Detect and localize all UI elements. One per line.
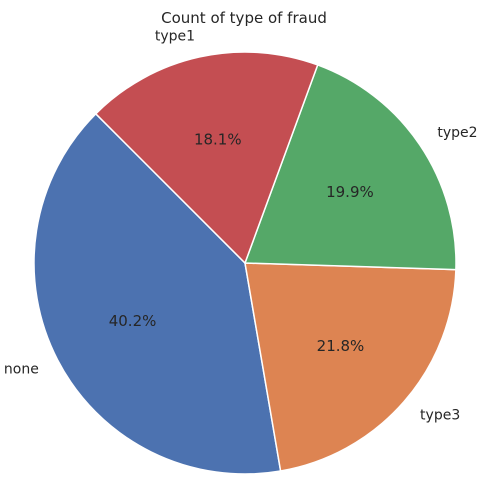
pie-slices [33, 51, 457, 475]
category-label-type2: type2 [437, 125, 477, 141]
pie-slice-type3 [244, 262, 457, 472]
percent-labels: 40.2% 21.8% 19.9% 18.1% [109, 130, 374, 355]
percent-label-type2: 19.9% [326, 183, 374, 201]
pie-slice-none [33, 113, 282, 475]
category-label-type1: type1 [155, 28, 195, 44]
pie-slice-type1 [95, 51, 319, 264]
chart-title: Count of type of fraud [161, 9, 327, 27]
percent-label-type3: 21.8% [317, 337, 365, 355]
pie-slice-type2 [244, 64, 457, 271]
category-labels: none type3 type2 type1 [4, 28, 478, 423]
category-label-none: none [4, 362, 39, 378]
percent-label-type1: 18.1% [194, 130, 242, 148]
category-label-type3: type3 [420, 407, 460, 423]
percent-label-none: 40.2% [109, 312, 157, 330]
